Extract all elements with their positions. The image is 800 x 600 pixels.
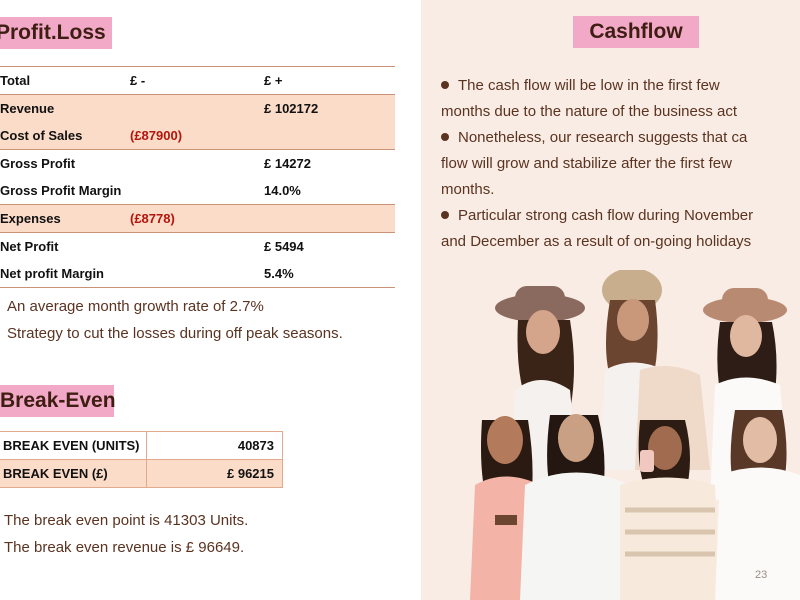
woman-figure (620, 420, 720, 600)
table-row: Net Profit £ 5494 (0, 233, 395, 261)
row-plus: 14.0% (264, 177, 395, 205)
row-plus: £ 102172 (264, 94, 395, 122)
profit-loss-heading: Profit.Loss (0, 17, 112, 49)
row-minus (130, 260, 264, 288)
list-item: Strategy to cut the losses during off pe… (7, 324, 343, 342)
row-plus (264, 122, 395, 150)
row-plus: £ 14272 (264, 156, 311, 171)
header-total: Total (0, 66, 130, 95)
row-plus: 5.4% (264, 260, 395, 288)
row-minus (130, 177, 264, 205)
row-minus (130, 233, 264, 261)
row-label: BREAK EVEN (UNITS) (0, 431, 147, 460)
list-item: Particular strong cash flow during Novem… (441, 203, 753, 229)
row-label: BREAK EVEN (£) (0, 459, 147, 488)
list-item: An average month growth rate of 2.7% (7, 298, 264, 315)
profit-loss-bullets: An average month growth rate of 2.7% Str… (7, 294, 343, 347)
table-row: Revenue £ 102172 (0, 94, 395, 122)
header-minus: £ - (130, 66, 264, 95)
table-row: Expenses (£8778) (0, 204, 395, 233)
row-label: Cost of Sales (0, 122, 130, 150)
row-plus (264, 204, 395, 233)
table-header-row: Total £ - £ + (0, 66, 395, 95)
row-minus: (£87900) (130, 122, 264, 150)
list-item: months due to the nature of the business… (441, 103, 738, 120)
row-label: Net Profit (0, 239, 59, 254)
table-row: Gross Profit £ 14272 (0, 150, 395, 178)
table-row: BREAK EVEN (UNITS) 40873 (0, 431, 283, 460)
row-minus (130, 94, 264, 122)
row-label: Gross Profit Margin (0, 177, 130, 205)
break-even-table: BREAK EVEN (UNITS) 40873 BREAK EVEN (£) … (0, 431, 283, 488)
woman-figure (520, 414, 640, 600)
row-minus (130, 150, 264, 178)
row-value: £ 96215 (146, 459, 283, 488)
row-label: Gross Profit (0, 156, 76, 171)
row-label: Expenses (0, 204, 130, 233)
list-item: flow will grow and stabilize after the f… (441, 155, 732, 172)
break-even-heading: Break-Even (0, 385, 116, 417)
row-plus: £ 5494 (264, 239, 304, 254)
table-row: Cost of Sales (£87900) (0, 122, 395, 150)
table-row: Gross Profit Margin 14.0% (0, 177, 395, 205)
profit-loss-table: Total £ - £ + Revenue £ 102172 Cost of S… (0, 66, 395, 288)
row-label: Net profit Margin (0, 260, 130, 288)
cashflow-heading: Cashflow (573, 16, 699, 48)
cashflow-bullets: The cash flow will be low in the first f… (441, 73, 753, 255)
list-item: The break even point is 41303 Units. (4, 512, 249, 529)
women-group-illustration (470, 270, 800, 600)
list-item: The cash flow will be low in the first f… (441, 73, 753, 99)
table-row: BREAK EVEN (£) £ 96215 (0, 459, 283, 488)
table-row: Net profit Margin 5.4% (0, 260, 395, 288)
row-label: Revenue (0, 94, 130, 122)
list-item: The break even revenue is £ 96649. (4, 538, 245, 556)
woman-figure (715, 410, 800, 600)
row-value: 40873 (146, 431, 283, 460)
header-plus: £ + (264, 66, 395, 95)
row-minus: (£8778) (130, 204, 264, 233)
list-item: and December as a result of on-going hol… (441, 233, 752, 250)
break-even-bullets: The break even point is 41303 Units. The… (4, 508, 248, 561)
list-item: Nonetheless, our research suggests that … (441, 125, 753, 151)
page-number: 23 (755, 569, 768, 581)
list-item: months. (441, 181, 495, 198)
